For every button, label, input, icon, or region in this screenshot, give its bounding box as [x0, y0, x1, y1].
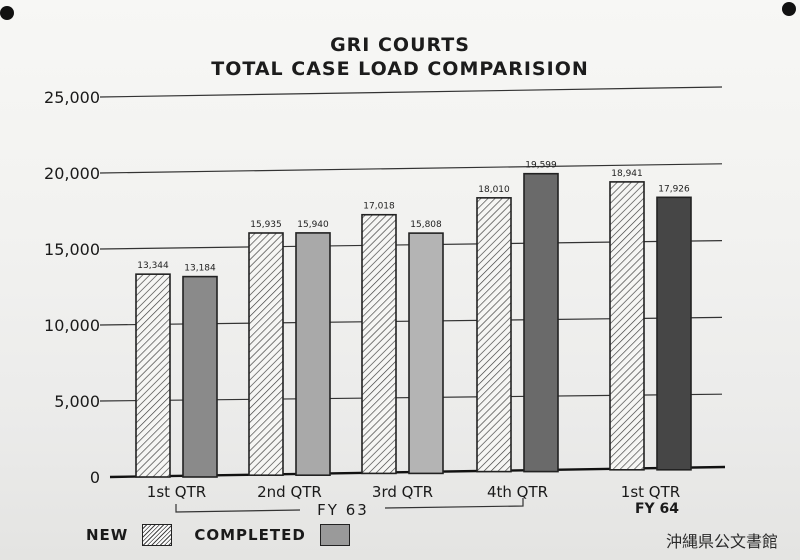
- data-label-new: 17,018: [363, 202, 395, 212]
- bar-completed: [295, 232, 331, 476]
- y-tick-label: 0: [90, 468, 100, 487]
- y-tick-label: 10,000: [44, 316, 100, 335]
- bar-completed: [182, 275, 218, 478]
- fy63-label: FY 63: [317, 501, 369, 519]
- legend-completed-label: COMPLETED: [194, 526, 306, 544]
- x-category-label: 4th QTR: [487, 483, 548, 501]
- x-category-label: 1st QTR: [621, 483, 680, 501]
- bar-new: [248, 232, 284, 477]
- bar-completed: [523, 172, 559, 473]
- y-tick-label: 15,000: [44, 240, 100, 259]
- bar-completed: [656, 196, 692, 471]
- legend-completed-swatch: [319, 524, 350, 546]
- data-label-new: 18,941: [611, 169, 643, 179]
- data-label-completed: 13,184: [184, 264, 216, 274]
- data-label-completed: 19,599: [525, 161, 557, 171]
- chart-legend: NEW COMPLETED: [86, 522, 350, 548]
- data-label-new: 18,010: [478, 185, 510, 195]
- chart-title: GRI COURTS: [330, 34, 470, 56]
- bar-new: [476, 197, 512, 473]
- fy64-label: FY 64: [635, 501, 679, 517]
- legend-new-label: NEW: [86, 526, 129, 544]
- data-label-completed: 15,808: [410, 220, 442, 230]
- bar-new: [135, 273, 171, 478]
- bar-completed: [408, 232, 444, 475]
- y-tick-label: 25,000: [44, 88, 100, 107]
- archive-watermark: 沖縄県公文書館: [665, 532, 778, 551]
- punch-hole: [0, 6, 14, 20]
- y-tick-label: 5,000: [54, 392, 100, 411]
- bar-new: [361, 213, 397, 475]
- punch-hole: [782, 2, 796, 16]
- y-tick-label: 20,000: [44, 164, 100, 183]
- data-label-new: 13,344: [137, 261, 169, 271]
- gridline: [99, 163, 723, 174]
- x-category-label: 3rd QTR: [372, 483, 433, 501]
- x-category-label: 2nd QTR: [257, 483, 322, 501]
- chart-subtitle: TOTAL CASE LOAD COMPARISION: [211, 58, 589, 80]
- x-category-label: 1st QTR: [147, 483, 206, 501]
- data-label-new: 15,935: [250, 220, 282, 230]
- bar-new: [609, 181, 645, 471]
- legend-new-swatch: [142, 524, 173, 546]
- fy63-bracket-left: [175, 504, 301, 513]
- data-label-completed: 15,940: [297, 220, 329, 230]
- data-label-completed: 17,926: [658, 184, 690, 194]
- gridline: [99, 86, 723, 98]
- fy63-bracket-right: [384, 498, 524, 509]
